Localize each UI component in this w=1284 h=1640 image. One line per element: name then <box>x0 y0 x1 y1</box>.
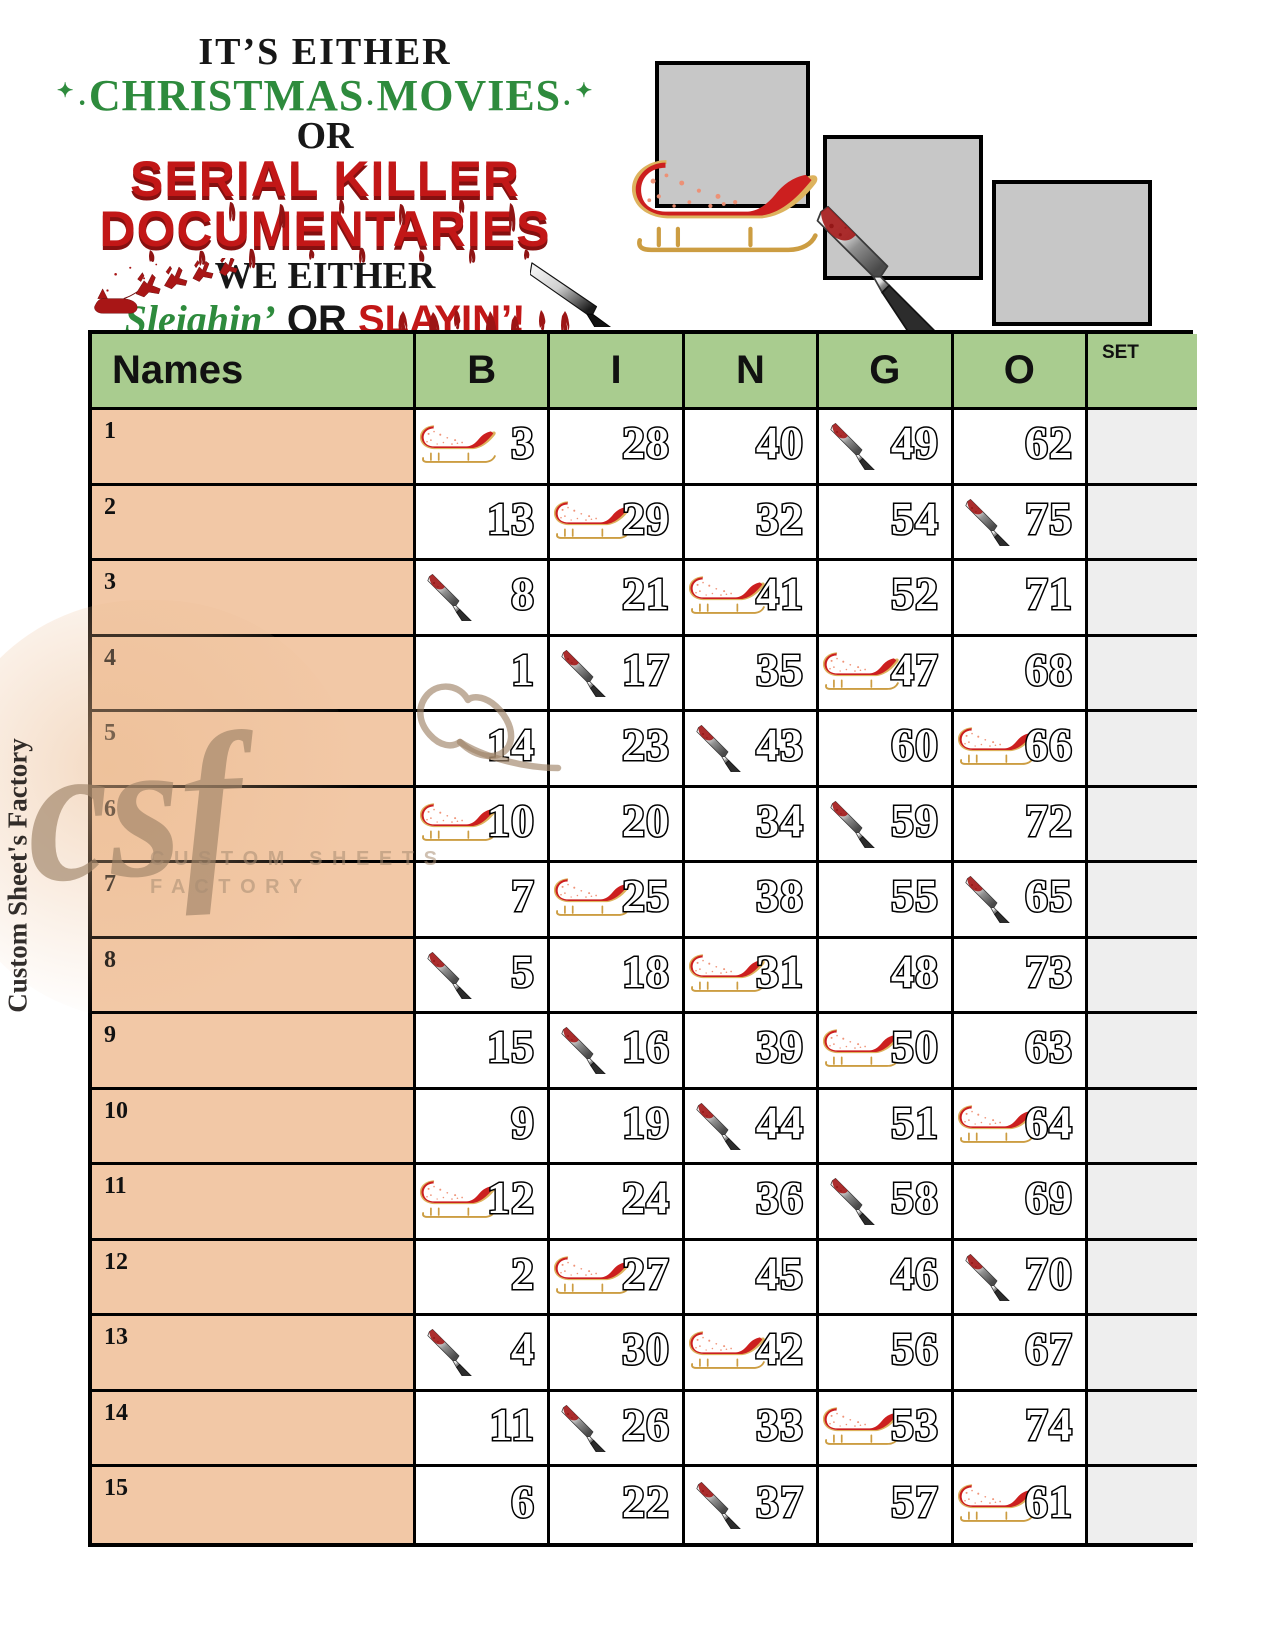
svg-text:7: 7 <box>511 870 535 921</box>
svg-text:46: 46 <box>891 1248 939 1299</box>
svg-text:1: 1 <box>511 644 535 695</box>
svg-text:23: 23 <box>622 719 670 770</box>
svg-text:72: 72 <box>1025 795 1073 846</box>
svg-text:9: 9 <box>511 1097 535 1148</box>
svg-text:63: 63 <box>1025 1021 1073 1072</box>
svg-text:69: 69 <box>1025 1172 1073 1223</box>
svg-text:74: 74 <box>1025 1399 1073 1450</box>
svg-text:21: 21 <box>622 568 670 619</box>
svg-text:16: 16 <box>622 1021 670 1072</box>
svg-text:39: 39 <box>756 1021 804 1072</box>
svg-text:4: 4 <box>511 1323 535 1374</box>
svg-text:45: 45 <box>756 1248 804 1299</box>
svg-text:26: 26 <box>622 1399 670 1450</box>
svg-text:75: 75 <box>1025 493 1073 544</box>
svg-text:55: 55 <box>891 870 939 921</box>
svg-text:19: 19 <box>622 1097 670 1148</box>
svg-text:30: 30 <box>622 1323 670 1374</box>
svg-text:73: 73 <box>1025 946 1073 997</box>
svg-text:17: 17 <box>622 644 670 695</box>
svg-text:64: 64 <box>1025 1097 1073 1148</box>
svg-text:71: 71 <box>1025 568 1073 619</box>
svg-text:49: 49 <box>891 417 939 468</box>
svg-text:33: 33 <box>756 1399 804 1450</box>
svg-text:38: 38 <box>756 870 804 921</box>
svg-text:14: 14 <box>487 719 535 770</box>
svg-text:58: 58 <box>891 1172 939 1223</box>
svg-text:67: 67 <box>1025 1323 1073 1374</box>
svg-text:50: 50 <box>891 1021 939 1072</box>
svg-text:3: 3 <box>511 417 535 468</box>
svg-text:52: 52 <box>891 568 939 619</box>
svg-text:48: 48 <box>891 946 939 997</box>
svg-text:29: 29 <box>622 493 670 544</box>
svg-text:37: 37 <box>756 1476 804 1527</box>
svg-text:28: 28 <box>622 417 670 468</box>
svg-text:8: 8 <box>511 568 535 619</box>
svg-text:59: 59 <box>891 795 939 846</box>
svg-text:25: 25 <box>622 870 670 921</box>
svg-text:24: 24 <box>622 1172 670 1223</box>
svg-text:65: 65 <box>1025 870 1073 921</box>
svg-text:22: 22 <box>622 1476 670 1527</box>
svg-text:70: 70 <box>1025 1248 1073 1299</box>
svg-text:66: 66 <box>1025 719 1073 770</box>
svg-text:18: 18 <box>622 946 670 997</box>
svg-text:44: 44 <box>756 1097 804 1148</box>
svg-text:31: 31 <box>756 946 804 997</box>
svg-text:35: 35 <box>756 644 804 695</box>
svg-text:51: 51 <box>891 1097 939 1148</box>
svg-text:11: 11 <box>490 1399 535 1450</box>
svg-text:41: 41 <box>756 568 804 619</box>
svg-text:20: 20 <box>622 795 670 846</box>
svg-text:27: 27 <box>622 1248 670 1299</box>
svg-text:10: 10 <box>487 795 535 846</box>
svg-text:2: 2 <box>511 1248 535 1299</box>
svg-text:40: 40 <box>756 417 804 468</box>
svg-text:42: 42 <box>756 1323 804 1374</box>
svg-text:34: 34 <box>756 795 804 846</box>
svg-text:43: 43 <box>756 719 804 770</box>
svg-text:47: 47 <box>891 644 939 695</box>
svg-text:12: 12 <box>487 1172 535 1223</box>
svg-text:13: 13 <box>487 493 535 544</box>
svg-text:60: 60 <box>891 719 939 770</box>
svg-text:36: 36 <box>756 1172 804 1223</box>
svg-text:62: 62 <box>1025 417 1073 468</box>
svg-text:61: 61 <box>1025 1476 1073 1527</box>
svg-text:54: 54 <box>891 493 939 544</box>
svg-text:5: 5 <box>511 946 535 997</box>
svg-text:32: 32 <box>756 493 804 544</box>
svg-text:53: 53 <box>891 1399 939 1450</box>
svg-text:57: 57 <box>891 1476 939 1527</box>
svg-text:6: 6 <box>511 1476 535 1527</box>
svg-text:56: 56 <box>891 1323 939 1374</box>
svg-text:15: 15 <box>487 1021 535 1072</box>
svg-text:68: 68 <box>1025 644 1073 695</box>
